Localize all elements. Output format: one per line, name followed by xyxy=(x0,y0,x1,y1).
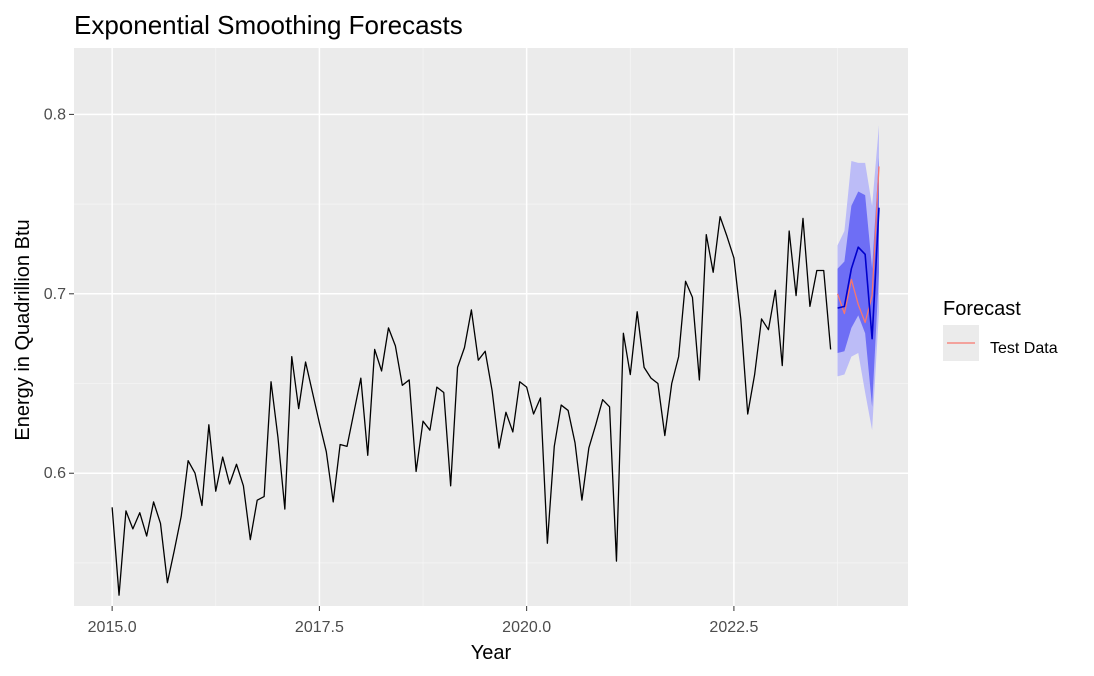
y-tick-label: 0.7 xyxy=(44,286,66,303)
x-tick-label: 2020.0 xyxy=(502,619,551,636)
legend: Forecast Test Data xyxy=(943,298,1058,361)
prediction-intervals xyxy=(837,125,879,431)
chart-title: Exponential Smoothing Forecasts xyxy=(74,10,463,40)
x-tick-label: 2022.5 xyxy=(709,619,758,636)
y-axis: 0.6 0.7 0.8 xyxy=(44,106,74,482)
y-tick-label: 0.6 xyxy=(44,465,66,482)
major-gridlines xyxy=(74,48,908,606)
history-line xyxy=(111,216,832,596)
x-tick-label: 2017.5 xyxy=(295,619,344,636)
y-axis-title: Energy in Quadrillion Btu xyxy=(12,219,34,440)
forecast-band-80 xyxy=(837,157,879,407)
plot-panel xyxy=(74,48,908,606)
forecast-mean-line xyxy=(837,207,880,340)
x-axis: 2015.0 2017.5 2020.0 2022.5 xyxy=(88,606,758,636)
plot-area xyxy=(74,48,908,606)
series-lines xyxy=(111,166,880,596)
x-axis-title: Year xyxy=(471,642,512,664)
test-data-line xyxy=(836,166,880,324)
x-tick-label: 2015.0 xyxy=(88,619,137,636)
legend-label-test-data: Test Data xyxy=(990,340,1058,357)
legend-title: Forecast xyxy=(943,298,1021,320)
y-tick-label: 0.8 xyxy=(44,106,66,123)
